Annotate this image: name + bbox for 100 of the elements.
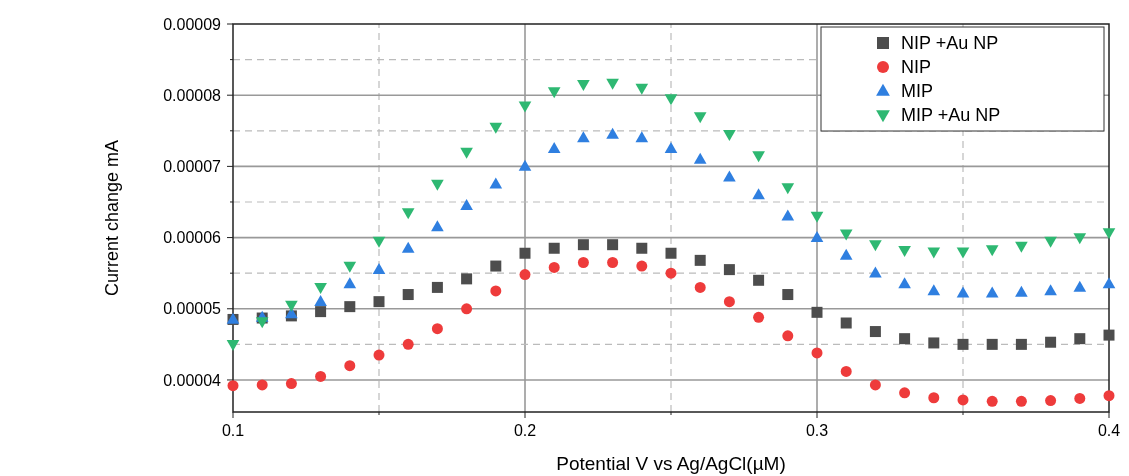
point bbox=[840, 365, 852, 377]
point bbox=[343, 277, 357, 289]
point bbox=[489, 177, 503, 189]
point bbox=[811, 306, 823, 318]
x-tick-label: 0.1 bbox=[221, 422, 245, 439]
point bbox=[898, 277, 911, 289]
point bbox=[1103, 390, 1115, 402]
point bbox=[869, 240, 882, 252]
point bbox=[226, 339, 240, 351]
point bbox=[782, 330, 794, 342]
point bbox=[372, 263, 386, 275]
point bbox=[869, 326, 881, 338]
y-tick-label: 0.00004 bbox=[163, 371, 222, 389]
point bbox=[489, 122, 503, 134]
point bbox=[401, 241, 415, 253]
point bbox=[1102, 277, 1116, 289]
point bbox=[402, 289, 414, 301]
point bbox=[781, 183, 795, 195]
point bbox=[811, 347, 823, 359]
point bbox=[1103, 329, 1115, 341]
point bbox=[490, 260, 502, 272]
point bbox=[869, 379, 881, 391]
point bbox=[927, 284, 941, 296]
point bbox=[985, 286, 999, 298]
point bbox=[635, 83, 649, 95]
point bbox=[1074, 333, 1086, 345]
point bbox=[664, 141, 678, 153]
point bbox=[373, 296, 385, 308]
point bbox=[577, 131, 590, 143]
point bbox=[898, 245, 911, 257]
point bbox=[431, 179, 444, 191]
point bbox=[723, 170, 736, 182]
point bbox=[1102, 228, 1116, 240]
point bbox=[461, 273, 473, 285]
y-tick-label: 0.00007 bbox=[163, 157, 222, 175]
point bbox=[927, 247, 941, 259]
point bbox=[956, 247, 970, 259]
point bbox=[752, 151, 765, 163]
point bbox=[899, 387, 911, 399]
point bbox=[928, 337, 940, 349]
point bbox=[1015, 395, 1027, 407]
point bbox=[635, 131, 649, 143]
point bbox=[753, 311, 765, 323]
point bbox=[957, 338, 969, 350]
point bbox=[431, 281, 443, 293]
point bbox=[1044, 284, 1057, 296]
point bbox=[694, 254, 706, 266]
y-axis-title: Current change mA bbox=[102, 139, 122, 297]
point bbox=[665, 247, 677, 259]
point bbox=[431, 220, 444, 232]
point bbox=[548, 242, 560, 254]
point bbox=[869, 266, 882, 278]
point bbox=[899, 333, 911, 345]
point bbox=[344, 301, 356, 313]
point bbox=[693, 112, 707, 124]
x-tick-label: 0.2 bbox=[513, 422, 537, 439]
point bbox=[781, 209, 795, 221]
point bbox=[928, 392, 940, 404]
point bbox=[1045, 395, 1057, 407]
point bbox=[344, 360, 356, 372]
point bbox=[1074, 392, 1086, 404]
point bbox=[694, 281, 706, 293]
y-tick-label: 0.00009 bbox=[163, 15, 222, 33]
point bbox=[1045, 336, 1057, 348]
point bbox=[1073, 233, 1087, 245]
point bbox=[518, 159, 532, 171]
point bbox=[1073, 280, 1087, 292]
point bbox=[518, 101, 532, 113]
point bbox=[547, 87, 561, 99]
point bbox=[956, 286, 970, 298]
y-tick-label: 0.00005 bbox=[163, 300, 222, 318]
point bbox=[810, 211, 824, 223]
legend-label: NIP bbox=[901, 57, 932, 78]
point bbox=[693, 152, 707, 164]
point bbox=[607, 257, 619, 268]
x-tick-label: 0.4 bbox=[1097, 422, 1121, 439]
point bbox=[986, 338, 998, 350]
point bbox=[315, 370, 327, 382]
point bbox=[1015, 241, 1028, 253]
point bbox=[255, 317, 269, 329]
point bbox=[664, 94, 678, 106]
point bbox=[315, 306, 327, 318]
legend-label: MIP bbox=[901, 81, 934, 102]
point bbox=[1044, 236, 1057, 248]
y-tick-label: 0.00008 bbox=[163, 86, 222, 104]
point bbox=[519, 247, 531, 259]
point bbox=[402, 338, 414, 350]
point bbox=[606, 127, 619, 139]
point bbox=[840, 317, 852, 329]
point bbox=[782, 289, 794, 301]
point bbox=[490, 285, 502, 297]
point bbox=[986, 395, 998, 407]
x-axis-title: Potential V vs Ag/AgCl(µM) bbox=[556, 453, 786, 474]
point bbox=[373, 349, 385, 361]
point bbox=[461, 303, 473, 315]
point bbox=[519, 269, 531, 281]
point bbox=[547, 141, 561, 153]
point bbox=[577, 257, 589, 268]
point bbox=[1015, 338, 1027, 350]
point bbox=[636, 260, 648, 272]
